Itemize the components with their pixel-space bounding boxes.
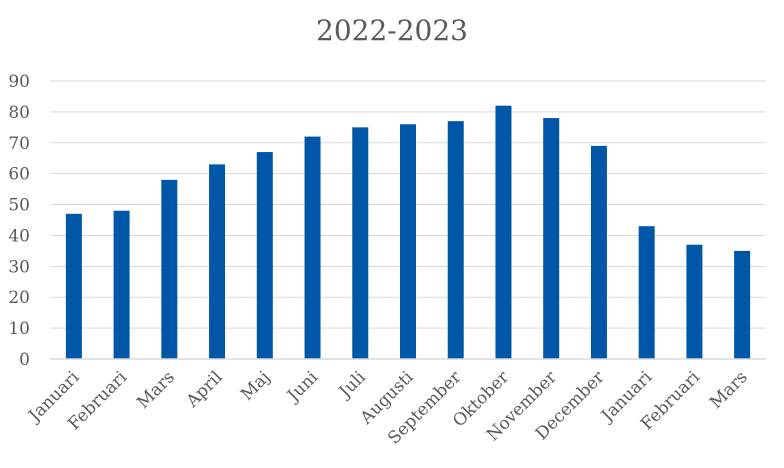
- y-tick-label: 30: [8, 257, 30, 277]
- y-tick-label: 50: [8, 196, 30, 216]
- bar: [209, 164, 226, 359]
- x-tick-label: Maj: [237, 367, 274, 404]
- bar: [304, 136, 321, 359]
- bar: [256, 152, 273, 359]
- bar: [543, 118, 560, 359]
- bar: [734, 250, 751, 359]
- y-tick-label: 0: [19, 350, 30, 370]
- x-tick-label: April: [182, 367, 227, 412]
- x-tick-label: Juli: [334, 367, 370, 403]
- y-tick-label: 10: [8, 319, 30, 339]
- y-tick-label: 80: [8, 103, 30, 123]
- x-tick-label: Mars: [133, 367, 179, 413]
- y-tick-label: 90: [8, 72, 30, 92]
- bar: [495, 105, 512, 359]
- bar: [400, 124, 416, 359]
- bar: [686, 244, 703, 359]
- y-tick-label: 40: [8, 226, 30, 246]
- bar: [65, 213, 82, 359]
- y-tick-label: 70: [8, 134, 30, 154]
- bar: [590, 145, 607, 359]
- bar: [447, 121, 464, 360]
- y-tick-label: 60: [8, 165, 30, 185]
- bar: [638, 226, 655, 359]
- chart-title: 2022-2023: [316, 14, 468, 47]
- x-tick-label: Juni: [282, 367, 322, 407]
- bar: [352, 127, 369, 359]
- bar: [161, 179, 178, 359]
- x-tick-label: Mars: [706, 367, 752, 413]
- y-tick-label: 20: [8, 288, 30, 308]
- bar: [113, 210, 130, 359]
